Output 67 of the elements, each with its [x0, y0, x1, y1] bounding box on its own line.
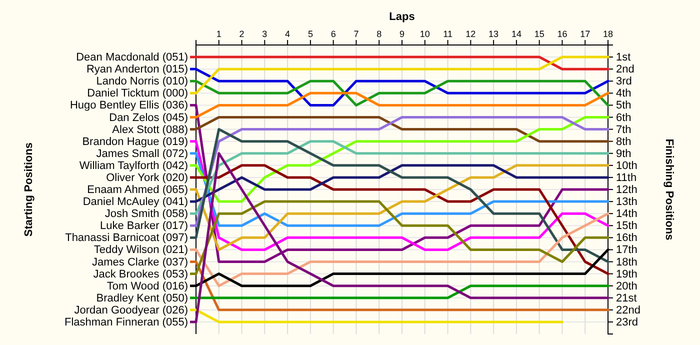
x-tick-label: 17 [580, 29, 590, 39]
x-tick-label: 15 [534, 29, 544, 39]
y-tick-label: 19th [616, 268, 638, 280]
x-tick-label: 7 [354, 29, 359, 39]
legend-label: Alex Stott (088) [112, 124, 188, 136]
x-tick-label: 16 [557, 29, 568, 39]
y-tick-label: 20th [616, 280, 638, 292]
y-tick-label: 23rd [616, 316, 638, 328]
legend-label: James Clarke (037) [92, 256, 188, 268]
legend-label: Jordan Goodyear (026) [74, 304, 188, 316]
x-tick-label: 4 [285, 29, 290, 39]
y-tick-label: 14th [616, 208, 638, 220]
y-tick-label: 6th [616, 112, 632, 124]
y-tick-label: 11th [616, 172, 637, 184]
legend-label: Flashman Finneran (055) [64, 316, 188, 328]
legend-label: James Small (072) [96, 148, 188, 160]
y-tick-label: 10th [616, 160, 638, 172]
legend-label: Josh Smith (058) [104, 208, 188, 220]
x-tick-label: 10 [420, 29, 430, 39]
y-tick-label: 7th [616, 124, 632, 136]
legend-label: Lando Norris (010) [96, 76, 188, 88]
x-tick-label: 3 [262, 29, 268, 39]
x-tick-label: 12 [466, 29, 476, 39]
x-tick-label: 18 [602, 29, 614, 39]
y-tick-label: 18th [616, 256, 638, 268]
y-tick-label: 17th [616, 244, 638, 256]
y-tick-label: 5th [616, 100, 632, 112]
x-tick-label: 14 [511, 29, 522, 39]
y-tick-label: 2nd [616, 64, 634, 76]
y-tick-label: 21st [616, 292, 637, 304]
legend-label: William Taylforth (042) [79, 160, 188, 172]
legend-label: Jack Brookes (053) [93, 268, 188, 280]
y-axis-title: Finishing Positions [663, 138, 675, 240]
y-tick-label: 12th [616, 184, 638, 196]
legend-label: Enaam Ahmed (065) [87, 184, 188, 196]
x-tick-label: 5 [308, 29, 313, 39]
legend-label: Daniel Ticktum (000) [87, 88, 188, 100]
x-tick-label: 6 [330, 29, 336, 39]
legend-label: Luke Barker (017) [100, 220, 188, 232]
x-tick-label: 13 [488, 29, 499, 39]
x-tick-label: 11 [443, 29, 452, 39]
legend-label: Bradley Kent (050) [96, 292, 188, 304]
legend-label: Oliver York (020) [106, 172, 188, 184]
y-tick-label: 1st [616, 52, 631, 64]
y-tick-label: 9th [616, 148, 632, 160]
legend-label: Tom Wood (016) [106, 280, 188, 292]
y-tick-label: 4th [616, 88, 632, 100]
y-tick-label: 15th [616, 220, 638, 232]
y-tick-label: 3rd [616, 76, 632, 88]
legend-label: Hugo Bentley Ellis (036) [70, 100, 188, 112]
legend-label: Daniel McAuley (041) [82, 196, 188, 208]
legend-label: Dean Macdonald (051) [76, 52, 188, 64]
legend-label: Teddy Wilson (021) [94, 244, 188, 256]
x-tick-label: 9 [399, 29, 405, 39]
x-tick-label: 8 [376, 29, 382, 39]
legend-label: Ryan Anderton (015) [86, 64, 188, 76]
x-tick-label: 1 [216, 29, 222, 39]
x-axis-title: Laps [389, 11, 415, 23]
text: Starting Positions [23, 142, 35, 237]
y-tick-label: 8th [616, 136, 632, 148]
legend-label: Dan Zelos (045) [109, 112, 188, 124]
y-tick-label: 16th [616, 232, 638, 244]
legend-label: Thanassi Barnicoat (097) [65, 232, 188, 244]
legend-label: Brandon Hague (019) [82, 136, 188, 148]
y-tick-label: 22nd [616, 304, 640, 316]
y-tick-label: 13th [616, 196, 638, 208]
x-tick-label: 2 [239, 29, 244, 39]
